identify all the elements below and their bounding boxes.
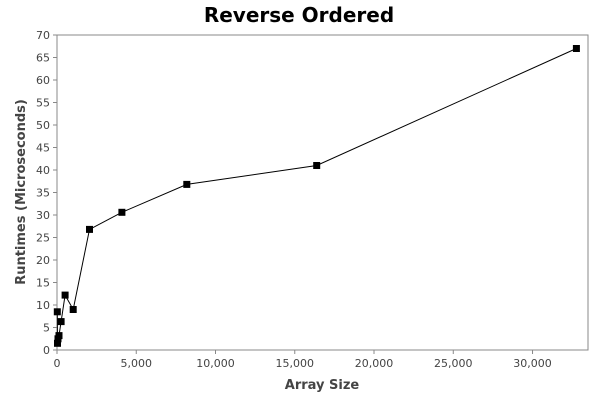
data-point-marker — [313, 162, 321, 169]
data-point-marker — [118, 208, 126, 216]
data-point-marker — [57, 318, 65, 326]
x-tick-label: 5,000 — [121, 357, 153, 370]
y-tick-label: 5 — [43, 322, 50, 335]
x-tick-label: 0 — [54, 357, 61, 370]
y-tick-label: 30 — [36, 209, 50, 222]
data-point-marker — [61, 291, 69, 299]
y-axis-label: Runtimes (Microseconds) — [14, 99, 29, 285]
x-tick-label: 30,000 — [513, 357, 552, 370]
x-tick-label: 15,000 — [276, 357, 315, 370]
x-tick-label: 20,000 — [355, 357, 394, 370]
y-tick-label: 20 — [36, 254, 50, 267]
x-tick-label: 10,000 — [196, 357, 235, 370]
data-point-marker — [572, 45, 580, 52]
y-tick-label: 70 — [36, 29, 50, 42]
plot-area — [56, 34, 589, 351]
y-tick-label: 10 — [36, 299, 50, 312]
data-point-marker — [69, 306, 77, 313]
chart-title: Reverse Ordered — [204, 3, 394, 27]
data-point-marker — [183, 180, 191, 188]
y-tick-label: 60 — [36, 74, 50, 87]
x-axis-label: Array Size — [285, 378, 360, 393]
y-tick-label: 50 — [36, 119, 50, 132]
data-point-marker — [53, 308, 61, 316]
y-tick-label: 40 — [36, 164, 50, 177]
data-point-marker — [54, 339, 61, 347]
y-tick-label: 65 — [36, 52, 50, 65]
y-tick-label: 25 — [36, 232, 50, 245]
y-tick-label: 55 — [36, 97, 50, 110]
data-point-marker — [86, 225, 93, 233]
data-point-marker — [55, 332, 63, 340]
y-axis: 0 5 10 15 20 25 30 35 40 45 50 55 60 65 70 — [36, 29, 57, 357]
y-tick-label: 15 — [36, 277, 50, 290]
y-tick-label: 35 — [36, 187, 50, 200]
x-tick-label: 25,000 — [434, 357, 473, 370]
x-axis: 0 5,000 10,000 15,000 20,000 25,000 30,000 — [54, 350, 552, 370]
y-tick-label: 45 — [36, 142, 50, 155]
y-tick-label: 0 — [43, 344, 50, 357]
series-runtimes — [53, 45, 580, 347]
